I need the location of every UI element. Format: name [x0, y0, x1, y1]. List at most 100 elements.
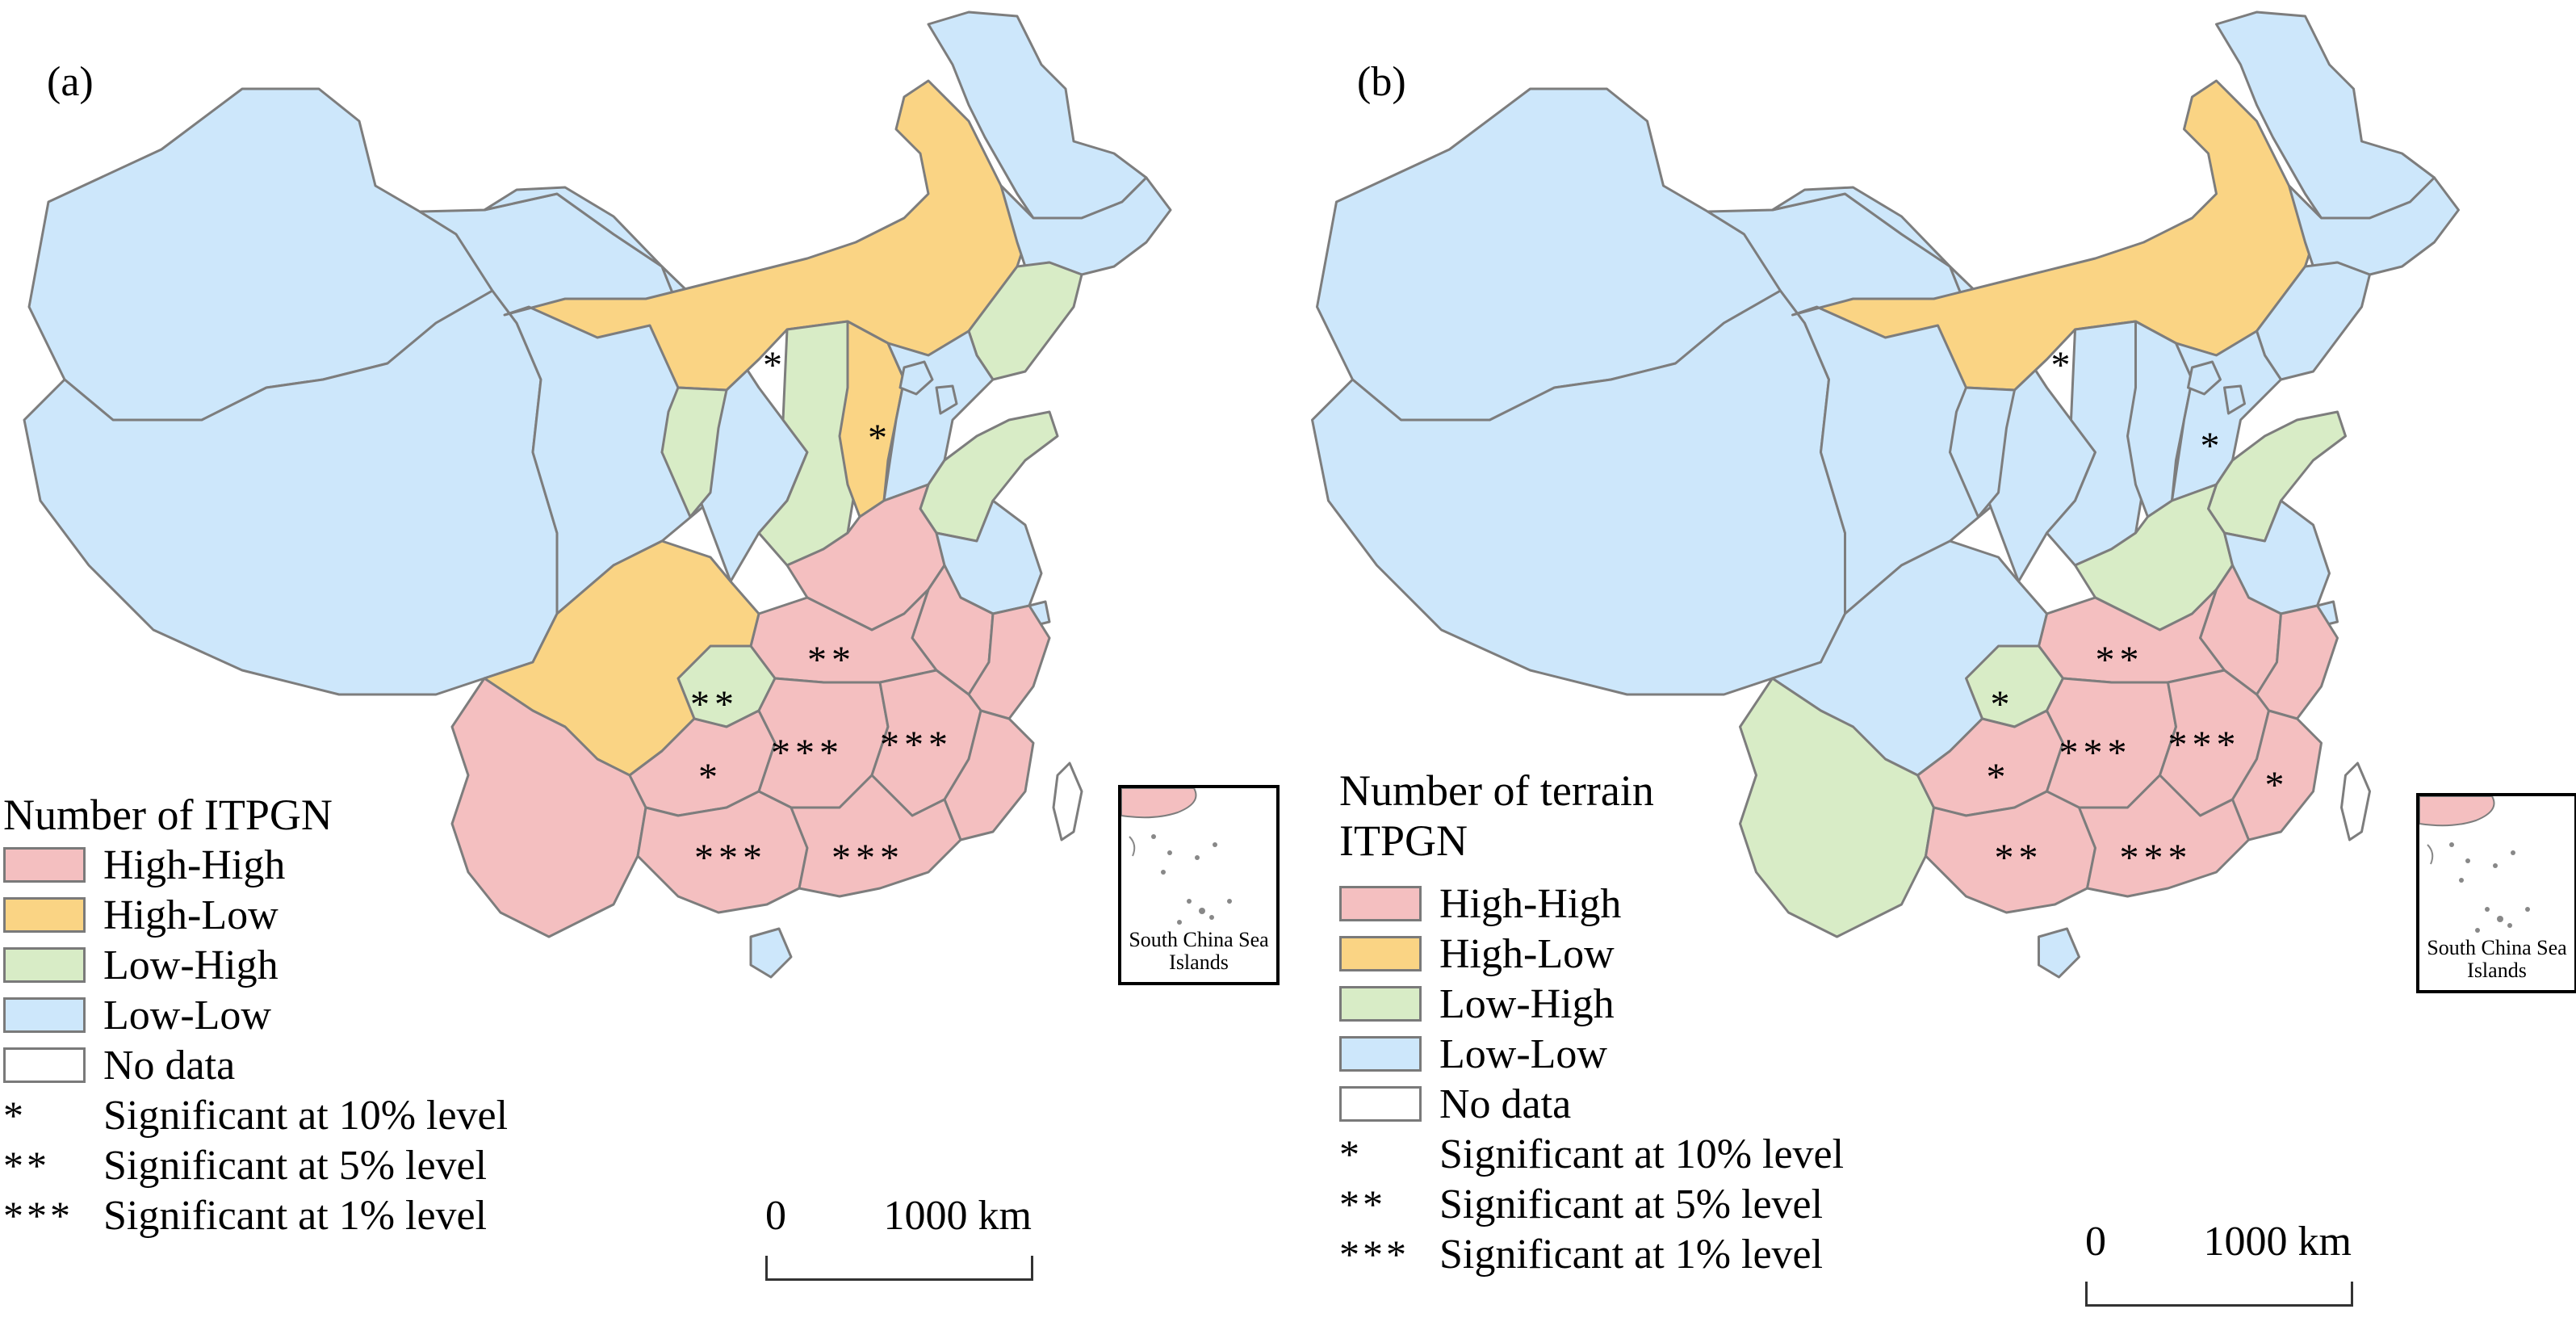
significance-label: Significant at 1% level [1439, 1231, 1824, 1278]
scale-max-a: 1000 km [883, 1193, 1032, 1239]
inset-islands-b [2419, 796, 2530, 933]
legend-swatch [3, 1047, 86, 1083]
significance-5-a: ** Significant at 5% level [3, 1140, 508, 1190]
inset-label-a: South China Sea Islands [1129, 928, 1269, 974]
significance-10-a: * Significant at 10% level [3, 1090, 508, 1140]
significance-mark: *** [3, 1193, 73, 1238]
province-ningxia [660, 386, 728, 518]
significance-label: Significant at 1% level [103, 1192, 488, 1239]
legend-b: Number of terrain ITPGN High-High High-L… [1339, 766, 1844, 1279]
significance-mark-hunan: *** [771, 732, 844, 774]
legend-label: High-Low [1439, 930, 1615, 977]
province-yunnan [450, 677, 647, 938]
legend-item-high-high-b: High-High [1339, 879, 1844, 929]
province-hainan [749, 927, 793, 979]
significance-label: Significant at 5% level [103, 1142, 488, 1189]
panel-label-b: (b) [1357, 59, 1406, 105]
province-gansu [483, 186, 809, 583]
scale-line-a [765, 1256, 1033, 1281]
legend-label: Low-Low [1439, 1030, 1607, 1077]
significance-label: Significant at 10% level [103, 1092, 509, 1139]
scale-max-b: 1000 km [2203, 1219, 2352, 1265]
legend-swatch [3, 847, 86, 883]
legend-label: Low-Low [103, 992, 271, 1039]
inset-islands-a [1121, 788, 1232, 925]
significance-mark: * [3, 1093, 27, 1138]
significance-mark-guangxi: *** [694, 837, 767, 879]
legend-swatch [1339, 936, 1422, 971]
legend-item-no-data-b: No data [1339, 1079, 1844, 1129]
significance-mark-fujian: * [2265, 764, 2289, 807]
legend-swatch [3, 947, 86, 983]
significance-mark-hunan: *** [2059, 732, 2132, 774]
south-china-sea-inset-a: South China Sea Islands [1118, 785, 1280, 985]
map-panel-a: * * ** ** *** *** * *** *** (a) South China Sea … [3, 10, 1280, 1281]
significance-mark: ** [3, 1143, 50, 1188]
significance-mark-guangdong: *** [831, 837, 904, 879]
legend-item-low-low-b: Low-Low [1339, 1029, 1844, 1079]
province-guangdong [2078, 774, 2250, 898]
legend-label: High-High [103, 841, 286, 888]
province-beijing [898, 360, 934, 396]
legend-item-low-high-b: Low-High [1339, 979, 1844, 1029]
legend-label: High-High [1439, 880, 1622, 927]
significance-10-b: * Significant at 10% level [1339, 1129, 1844, 1179]
legend-swatch [1339, 1036, 1422, 1072]
province-tianjin [935, 384, 958, 415]
legend-item-high-high-a: High-High [3, 840, 508, 890]
china-map-b: ********* ****** *** [1311, 10, 2460, 979]
significance-mark-shanxi: * [868, 417, 892, 459]
significance-mark: ** [1339, 1181, 1386, 1227]
panel-label-a: (a) [47, 59, 94, 105]
significance-mark-hubei: ** [2096, 639, 2144, 682]
significance-mark-chongqing: * [1991, 683, 2015, 726]
legend-label: Low-High [1439, 980, 1615, 1027]
china-map-a: ********* ******* *** [23, 10, 1172, 979]
legend-a: Number of ITPGN High-High High-Low Low-H… [3, 790, 508, 1240]
significance-mark-guangdong: *** [2120, 837, 2193, 879]
province-fujian [943, 709, 1035, 841]
province-ningxia [1949, 386, 2016, 518]
significance-mark-hebei: * [2201, 425, 2225, 468]
province-taiwan [1052, 762, 1083, 841]
inset-label-b: South China Sea Islands [2427, 936, 2567, 982]
significance-label: Significant at 5% level [1439, 1181, 1824, 1227]
legend-label: No data [1439, 1081, 1572, 1127]
scale-zero-a: 0 [765, 1193, 786, 1239]
map-panel-b: * * ** * * *** *** * ** *** (b) South China Sea I… [1288, 0, 2576, 1326]
scale-zero-b: 0 [2085, 1219, 2106, 1265]
significance-mark-guangxi: ** [1995, 837, 2043, 879]
province-guangdong [790, 774, 962, 898]
significance-1-a: *** Significant at 1% level [3, 1190, 508, 1240]
significance-label: Significant at 10% level [1439, 1131, 1845, 1177]
legend-item-high-low-a: High-Low [3, 890, 508, 940]
legend-item-low-low-a: Low-Low [3, 990, 508, 1040]
significance-5-b: ** Significant at 5% level [1339, 1179, 1844, 1229]
significance-mark-guizhou: * [698, 756, 723, 799]
south-china-sea-inset-b: South China Sea Islands [2416, 793, 2576, 993]
province-gansu [1771, 186, 2096, 583]
legend-label: Low-High [103, 942, 279, 988]
legend-label: No data [103, 1042, 236, 1089]
legend-item-low-high-a: Low-High [3, 940, 508, 990]
significance-mark: * [1339, 1131, 1363, 1177]
legend-swatch [1339, 986, 1422, 1022]
significance-mark-jiangxi: *** [2168, 724, 2241, 766]
province-yunnan [1739, 677, 1935, 938]
significance-mark-hubei: ** [807, 639, 856, 682]
significance-mark: *** [1339, 1232, 1409, 1277]
province-fujian [2231, 709, 2323, 841]
significance-mark-inner-mongolia: * [763, 344, 787, 387]
significance-mark-chongqing: ** [690, 683, 739, 726]
scale-line-b [2085, 1282, 2353, 1307]
province-hainan [2038, 927, 2080, 979]
significance-mark-jiangxi: *** [880, 724, 953, 766]
scale-bar-b: 0 1000 km [2085, 1218, 2353, 1307]
province-beijing [2187, 360, 2222, 396]
significance-1-b: *** Significant at 1% level [1339, 1229, 1844, 1279]
legend-item-no-data-a: No data [3, 1040, 508, 1090]
legend-swatch [3, 997, 86, 1033]
legend-swatch [1339, 1086, 1422, 1122]
significance-mark-guizhou: * [1987, 756, 2011, 799]
legend-title-a: Number of ITPGN [3, 791, 333, 839]
